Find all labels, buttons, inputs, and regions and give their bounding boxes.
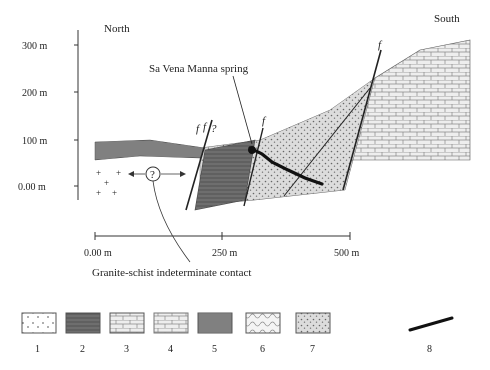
spring-label: Sa Vena Manna spring xyxy=(149,63,249,75)
x-tick-label-500: 500 m xyxy=(334,248,360,259)
y-tick-label-200: 200 m xyxy=(22,88,48,99)
y-tick-label-0: 0.00 m xyxy=(18,182,46,193)
legend-swatch-2 xyxy=(65,312,101,334)
contact-arrowhead-right xyxy=(180,171,186,177)
legend-num-4: 4 xyxy=(168,344,173,355)
x-tick-label-250: 250 m xyxy=(212,248,238,259)
fault-mark-1: f xyxy=(196,123,201,135)
fault-line-3 xyxy=(342,49,382,191)
spring-leader xyxy=(232,75,253,145)
y-tick-label-100: 100 m xyxy=(22,136,48,147)
fault-line-2 xyxy=(243,127,264,207)
svg-text:+: + xyxy=(116,168,121,178)
svg-text:+: + xyxy=(96,168,101,178)
legend-swatch-1 xyxy=(21,312,57,334)
spring-point xyxy=(248,146,256,154)
karst-conduit xyxy=(248,146,324,186)
legend-swatch-4 xyxy=(153,312,189,334)
legend-num-2: 2 xyxy=(80,344,85,355)
legend-num-6: 6 xyxy=(260,344,265,355)
contact-leader xyxy=(152,180,191,263)
legend-num-8: 8 xyxy=(427,344,432,355)
legend-num-5: 5 xyxy=(212,344,217,355)
legend-swatch-8 xyxy=(408,316,454,332)
legend: 1 2 3 4 5 6 7 8 xyxy=(21,312,454,355)
contact-circle-mark: ? xyxy=(150,169,155,181)
legend-swatch-5 xyxy=(197,312,233,334)
contact-caption: Granite-schist indeterminate contact xyxy=(92,267,251,279)
south-label: South xyxy=(434,13,460,25)
fault-line-1 xyxy=(185,119,213,211)
fault-mark-2: f xyxy=(203,121,208,133)
granite-crosses: + + + + + xyxy=(96,168,121,198)
fault-mark-3: f xyxy=(262,115,267,127)
alluvial-strip xyxy=(94,139,206,161)
contact-arrowhead-left xyxy=(128,171,134,177)
y-tick-marks xyxy=(74,44,78,187)
legend-num-1: 1 xyxy=(35,344,40,355)
legend-swatch-6 xyxy=(245,312,281,334)
north-label: North xyxy=(104,23,130,35)
fault-question-mark: ? xyxy=(211,123,217,135)
legend-num-7: 7 xyxy=(310,344,315,355)
fault-line-4 xyxy=(283,87,371,197)
x-scale-ticks xyxy=(94,232,351,240)
svg-text:+: + xyxy=(96,188,101,198)
svg-text:+: + xyxy=(104,178,109,188)
y-tick-label-300: 300 m xyxy=(22,41,48,52)
fault-mark-4: f xyxy=(378,39,383,51)
legend-swatch-3 xyxy=(109,312,145,334)
legend-num-3: 3 xyxy=(124,344,129,355)
x-tick-label-0: 0.00 m xyxy=(84,248,112,259)
svg-text:+: + xyxy=(112,188,117,198)
legend-swatch-7 xyxy=(295,312,331,334)
